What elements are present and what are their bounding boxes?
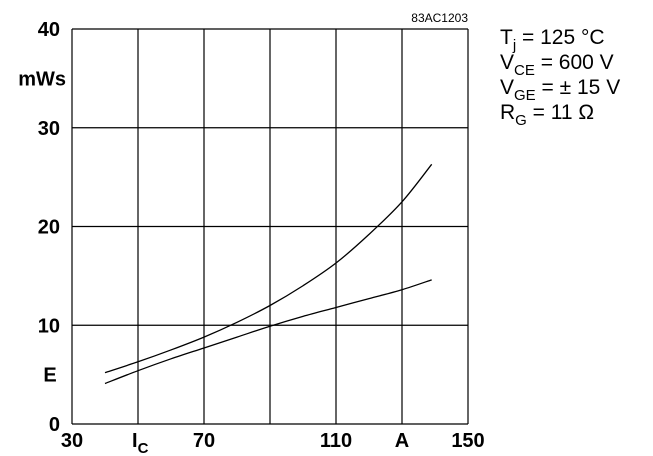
condition-line-3: VGE = ± 15 V (500, 76, 620, 104)
figure-code-label: 83AC1203 (411, 11, 468, 25)
condition-subscript: j (512, 37, 516, 54)
y-tick-label: 0 (49, 414, 60, 436)
condition-symbol: T (500, 26, 513, 49)
x-tick-label: 110 (320, 430, 352, 452)
axis-labels: 0 10 20 30 40 mWs E 30 70 110 150 IC A (18, 19, 484, 456)
y-tick-label: 30 (38, 118, 60, 140)
condition-line-1: Tj = 125 °C (500, 26, 605, 54)
x-tick-label: 70 (193, 430, 215, 452)
x-unit-label: A (395, 430, 409, 452)
x-symbol-subscript: C (138, 440, 149, 456)
condition-symbol: V (500, 76, 514, 99)
condition-value: = ± 15 V (536, 76, 621, 99)
condition-symbol: V (500, 51, 514, 74)
grid-lines (71, 28, 469, 425)
x-tick-label: 30 (61, 430, 83, 452)
y-tick-label: 40 (38, 19, 60, 41)
y-unit-label: mWs (18, 68, 66, 90)
x-tick-label: 150 (451, 430, 484, 452)
y-tick-label: 10 (38, 315, 60, 337)
y-tick-label: 20 (38, 217, 60, 239)
condition-value: = 11 Ω (527, 101, 594, 124)
condition-line-2: VCE = 600 V (500, 51, 614, 79)
condition-value: = 600 V (535, 51, 614, 74)
condition-line-4: RG = 11 Ω (500, 101, 594, 129)
y-symbol-label: E (43, 365, 56, 387)
series-line-1 (104, 163, 433, 374)
series-line-2 (104, 279, 432, 385)
condition-subscript: GE (514, 87, 536, 104)
x-symbol-label: IC (132, 430, 149, 456)
condition-symbol: R (500, 101, 515, 124)
condition-subscript: CE (514, 62, 535, 79)
data-curves (104, 163, 433, 385)
condition-subscript: G (515, 112, 527, 129)
condition-value: = 125 °C (516, 26, 604, 49)
